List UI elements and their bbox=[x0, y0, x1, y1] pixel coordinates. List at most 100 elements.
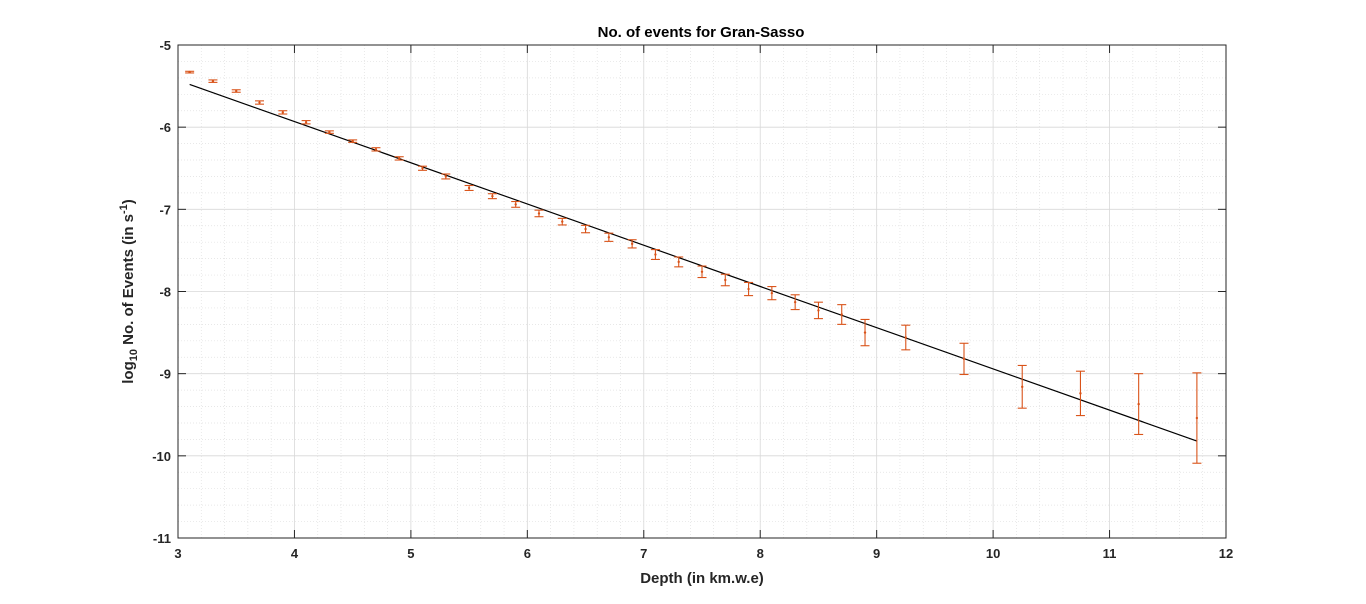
error-bar-point bbox=[674, 256, 684, 268]
error-bar-point bbox=[324, 130, 334, 134]
data-point bbox=[514, 203, 517, 206]
y-axis-label-suffix: ) bbox=[120, 199, 137, 204]
y-tick-label: -5 bbox=[159, 38, 171, 53]
y-axis-label-prefix: log bbox=[120, 361, 137, 384]
x-axis-label: Depth (in km.w.e) bbox=[640, 570, 764, 587]
y-tick-label: -9 bbox=[159, 367, 171, 382]
data-point bbox=[817, 309, 820, 312]
data-point bbox=[421, 167, 424, 170]
axis-ticks bbox=[177, 44, 1227, 539]
data-point bbox=[677, 260, 680, 264]
data-point bbox=[654, 253, 657, 256]
data-point bbox=[793, 300, 797, 304]
error-bar-point bbox=[1192, 372, 1202, 464]
data-point bbox=[863, 331, 867, 334]
error-bar-point bbox=[1134, 373, 1144, 436]
error-bars bbox=[185, 70, 1202, 464]
error-bar-point bbox=[627, 239, 637, 249]
data-point bbox=[374, 148, 378, 151]
error-bar-point bbox=[697, 265, 707, 279]
error-bar-point bbox=[581, 224, 591, 234]
data-point bbox=[770, 291, 774, 295]
x-tick-label: 3 bbox=[174, 546, 181, 561]
data-point bbox=[304, 121, 308, 124]
x-tick-label: 12 bbox=[1219, 546, 1233, 561]
error-bar-point bbox=[790, 294, 800, 311]
data-point bbox=[491, 194, 494, 198]
data-point bbox=[281, 111, 284, 114]
x-tick-label: 10 bbox=[986, 546, 1000, 561]
data-point bbox=[630, 242, 634, 246]
error-bar-point bbox=[650, 249, 660, 261]
y-axis-label-superscript: -1 bbox=[118, 204, 130, 214]
data-point bbox=[1195, 416, 1199, 420]
error-bar-point bbox=[208, 79, 218, 83]
data-point bbox=[724, 278, 727, 282]
data-point bbox=[351, 139, 354, 143]
data-point bbox=[398, 157, 401, 160]
data-point bbox=[840, 313, 843, 316]
x-tick-label: 9 bbox=[873, 546, 880, 561]
error-bar-point bbox=[837, 304, 847, 325]
data-point bbox=[700, 270, 704, 273]
error-bar-point bbox=[185, 70, 195, 74]
y-tick-label: -7 bbox=[159, 202, 171, 217]
error-bar-point bbox=[394, 156, 404, 161]
x-tick-label: 8 bbox=[757, 546, 764, 561]
data-point bbox=[607, 236, 611, 239]
error-bar-point bbox=[959, 342, 969, 376]
error-bar-point bbox=[371, 147, 381, 152]
data-point bbox=[235, 89, 238, 93]
error-bar-point bbox=[901, 324, 911, 351]
x-tick-label: 5 bbox=[407, 546, 414, 561]
error-bar-point bbox=[767, 286, 777, 301]
x-tick-label: 6 bbox=[524, 546, 531, 561]
chart-title: No. of events for Gran-Sasso bbox=[598, 24, 805, 41]
data-point bbox=[561, 220, 564, 223]
fit-line bbox=[189, 83, 1198, 442]
error-bar-point bbox=[301, 120, 311, 125]
x-tick-label: 7 bbox=[640, 546, 647, 561]
data-point bbox=[328, 130, 331, 134]
data-point bbox=[904, 336, 907, 339]
error-bar-point bbox=[860, 318, 870, 347]
y-axis-label-subscript: 10 bbox=[128, 349, 140, 361]
y-axis-label: log10 No. of Events (in s-1) bbox=[118, 199, 140, 384]
error-bar-point bbox=[464, 184, 474, 191]
error-bar-point bbox=[511, 200, 521, 208]
data-point bbox=[962, 357, 966, 361]
error-bar-point bbox=[744, 281, 754, 297]
error-bar-point bbox=[534, 209, 544, 218]
error-bar-point bbox=[278, 110, 288, 115]
error-bar-point bbox=[720, 273, 730, 287]
x-tick-label: 4 bbox=[291, 546, 299, 561]
y-tick-label: -6 bbox=[159, 120, 171, 135]
error-bar-point bbox=[487, 193, 497, 200]
y-tick-labels: -5 -6 -7 -8 -9 -10 -11 bbox=[152, 38, 171, 546]
error-bar-point bbox=[255, 100, 265, 105]
error-bar-point bbox=[1017, 364, 1027, 409]
y-axis-label-middle: No. of Events (in s bbox=[120, 214, 137, 349]
y-tick-label: -10 bbox=[152, 449, 171, 464]
data-point bbox=[444, 175, 448, 178]
data-point bbox=[537, 212, 541, 215]
error-bar-point bbox=[231, 89, 241, 93]
error-bar-point bbox=[418, 165, 428, 171]
error-bar-point bbox=[604, 232, 614, 242]
data-point bbox=[747, 287, 750, 291]
data-point bbox=[211, 79, 215, 83]
error-bar-point bbox=[348, 139, 358, 143]
fit-line-path bbox=[189, 83, 1198, 442]
y-tick-label: -8 bbox=[159, 285, 171, 300]
error-bar-point bbox=[813, 301, 823, 320]
y-tick-label: -11 bbox=[153, 531, 171, 546]
error-bar-point bbox=[557, 217, 567, 226]
error-bar-point bbox=[1075, 370, 1085, 417]
data-point bbox=[188, 70, 191, 74]
data-point bbox=[1137, 402, 1140, 406]
data-point bbox=[258, 101, 261, 104]
x-tick-labels: 3 4 5 6 7 8 9 10 11 12 bbox=[174, 546, 1233, 561]
x-tick-label: 11 bbox=[1103, 546, 1117, 561]
data-point bbox=[1021, 385, 1024, 389]
